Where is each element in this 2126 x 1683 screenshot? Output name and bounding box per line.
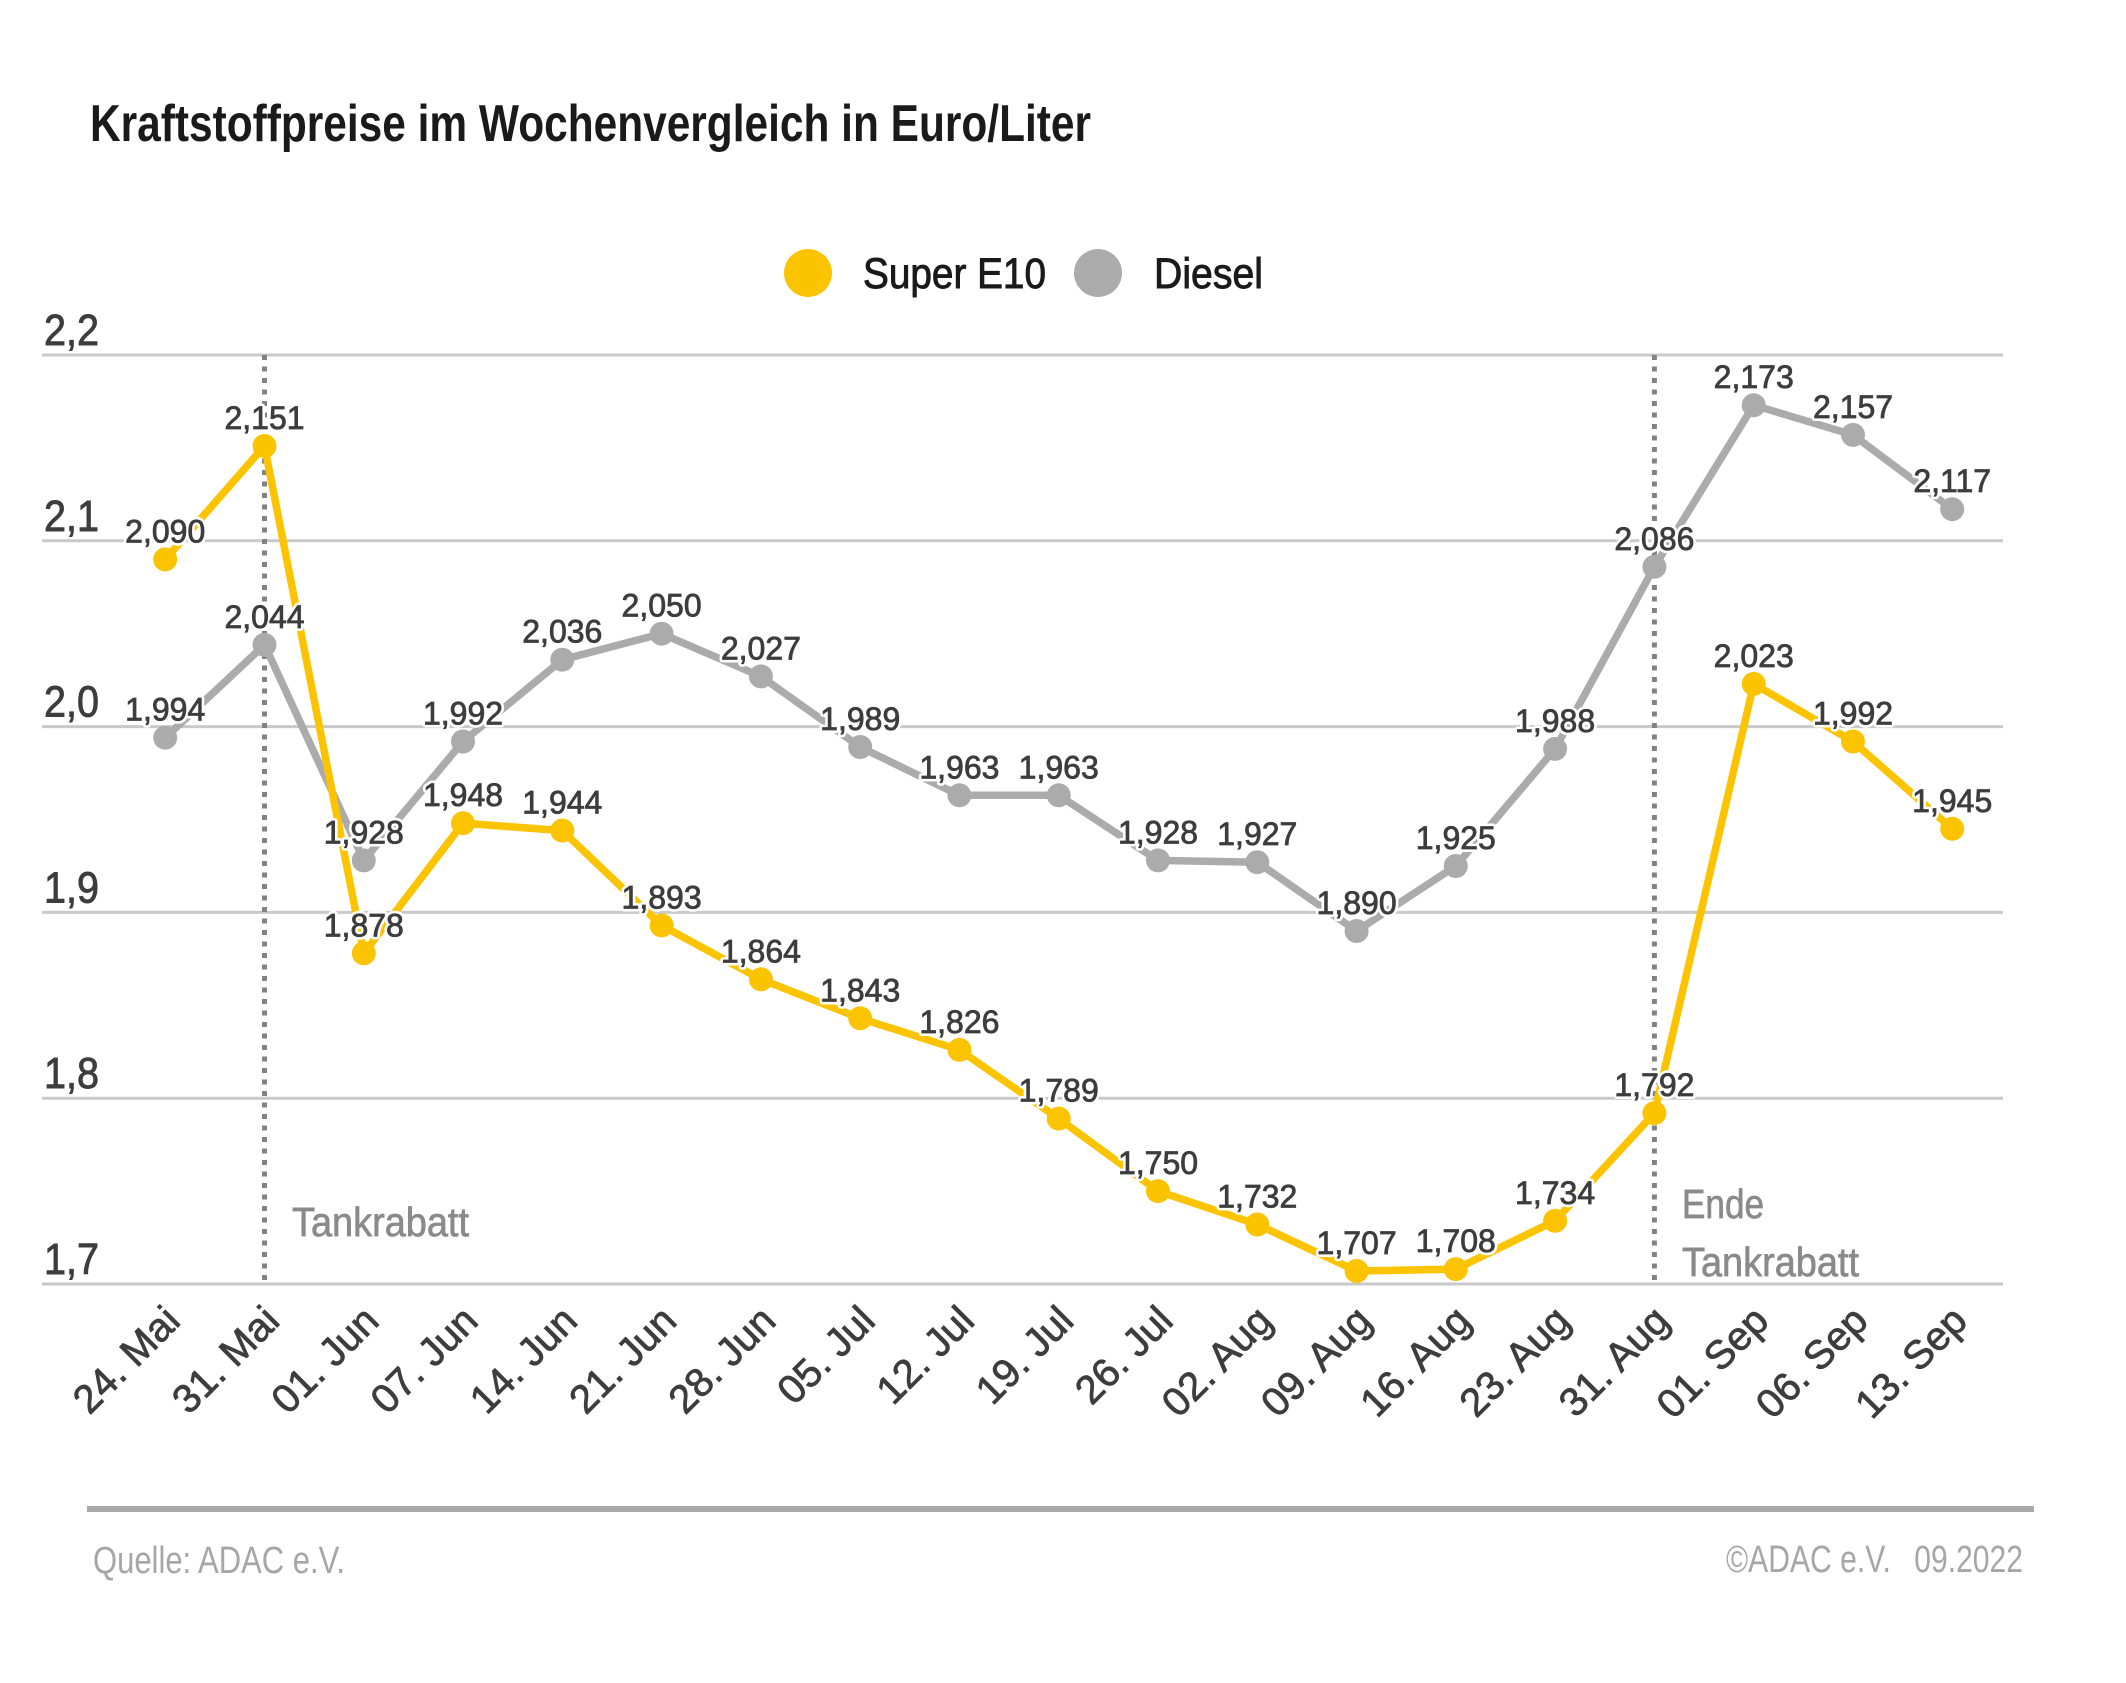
svg-text:2,023: 2,023 (1714, 638, 1794, 674)
svg-text:1,893: 1,893 (622, 879, 702, 915)
svg-text:1,992: 1,992 (1813, 696, 1893, 732)
svg-text:1,963: 1,963 (1019, 749, 1099, 785)
svg-text:1,928: 1,928 (324, 814, 404, 850)
svg-text:2,151: 2,151 (224, 400, 304, 436)
svg-text:Tankrabatt: Tankrabatt (292, 1199, 470, 1245)
svg-text:2,117: 2,117 (1913, 463, 1991, 499)
svg-text:1,989: 1,989 (820, 701, 900, 737)
svg-text:1,864: 1,864 (721, 933, 801, 969)
svg-text:1,928: 1,928 (324, 814, 404, 850)
svg-text:1,708: 1,708 (1416, 1223, 1496, 1259)
svg-text:2,151: 2,151 (224, 400, 304, 436)
svg-text:1,948: 1,948 (423, 777, 503, 813)
svg-text:Super E10: Super E10 (863, 250, 1046, 298)
svg-text:1,988: 1,988 (1515, 703, 1595, 739)
svg-text:2,086: 2,086 (1614, 521, 1694, 557)
svg-text:1,789: 1,789 (1019, 1073, 1099, 1109)
svg-text:Kraftstoffpreise im Wochenverg: Kraftstoffpreise im Wochenvergleich in E… (90, 95, 1091, 153)
svg-text:1,992: 1,992 (1813, 696, 1893, 732)
svg-text:1,927: 1,927 (1217, 816, 1297, 852)
svg-text:1,878: 1,878 (324, 907, 404, 943)
svg-text:1,750: 1,750 (1118, 1145, 1198, 1181)
svg-text:2,044: 2,044 (224, 599, 304, 635)
svg-text:2,050: 2,050 (622, 588, 702, 624)
svg-text:©ADAC e.V. 09.2022: ©ADAC e.V. 09.2022 (1726, 1539, 2023, 1581)
svg-text:1,8: 1,8 (44, 1049, 99, 1098)
svg-text:2,023: 2,023 (1714, 638, 1794, 674)
svg-text:Ende: Ende (1682, 1181, 1764, 1227)
svg-text:Diesel: Diesel (1154, 250, 1263, 298)
svg-text:2,157: 2,157 (1813, 389, 1893, 425)
svg-text:1,734: 1,734 (1515, 1175, 1595, 1211)
svg-text:1,734: 1,734 (1515, 1175, 1595, 1211)
svg-text:1,864: 1,864 (721, 933, 801, 969)
svg-text:1,9: 1,9 (44, 863, 99, 912)
svg-text:2,086: 2,086 (1614, 521, 1694, 557)
svg-text:2,173: 2,173 (1714, 359, 1794, 395)
svg-text:2,027: 2,027 (721, 630, 801, 666)
svg-text:1,989: 1,989 (820, 701, 900, 737)
svg-text:Quelle: ADAC e.V.: Quelle: ADAC e.V. (93, 1540, 345, 1582)
svg-text:1,789: 1,789 (1019, 1073, 1099, 1109)
svg-text:1,708: 1,708 (1416, 1223, 1496, 1259)
svg-text:1,893: 1,893 (622, 879, 702, 915)
svg-text:2,0: 2,0 (44, 678, 99, 727)
svg-text:2,2: 2,2 (44, 306, 99, 355)
svg-text:1,963: 1,963 (919, 749, 999, 785)
svg-text:1,927: 1,927 (1217, 816, 1297, 852)
svg-text:1,928: 1,928 (1118, 814, 1198, 850)
svg-text:1,948: 1,948 (423, 777, 503, 813)
svg-text:2,044: 2,044 (224, 599, 304, 635)
svg-text:1,992: 1,992 (423, 696, 503, 732)
svg-text:1,945: 1,945 (1912, 783, 1992, 819)
svg-text:1,792: 1,792 (1614, 1067, 1694, 1103)
svg-text:1,792: 1,792 (1614, 1067, 1694, 1103)
svg-text:1,890: 1,890 (1317, 885, 1397, 921)
svg-text:1,928: 1,928 (1118, 814, 1198, 850)
svg-text:1,925: 1,925 (1416, 820, 1496, 856)
svg-text:2,036: 2,036 (522, 614, 602, 650)
svg-text:2,117: 2,117 (1913, 463, 1991, 499)
svg-text:1,707: 1,707 (1317, 1225, 1397, 1261)
svg-text:1,7: 1,7 (44, 1235, 99, 1284)
svg-text:1,944: 1,944 (522, 785, 602, 821)
svg-text:1,988: 1,988 (1515, 703, 1595, 739)
svg-text:2,036: 2,036 (522, 614, 602, 650)
svg-text:1,963: 1,963 (919, 749, 999, 785)
svg-text:1,843: 1,843 (820, 972, 900, 1008)
svg-text:1,925: 1,925 (1416, 820, 1496, 856)
svg-text:2,090: 2,090 (125, 513, 205, 549)
svg-text:2,090: 2,090 (125, 513, 205, 549)
svg-text:1,944: 1,944 (522, 785, 602, 821)
svg-text:1,994: 1,994 (125, 692, 205, 728)
svg-text:1,994: 1,994 (125, 692, 205, 728)
svg-text:1,732: 1,732 (1217, 1179, 1297, 1215)
svg-text:1,890: 1,890 (1317, 885, 1397, 921)
svg-text:1,707: 1,707 (1317, 1225, 1397, 1261)
svg-text:1,732: 1,732 (1217, 1179, 1297, 1215)
svg-text:2,050: 2,050 (622, 588, 702, 624)
svg-text:1,750: 1,750 (1118, 1145, 1198, 1181)
svg-text:1,963: 1,963 (1019, 749, 1099, 785)
svg-text:1,843: 1,843 (820, 972, 900, 1008)
svg-text:1,945: 1,945 (1912, 783, 1992, 819)
svg-text:1,826: 1,826 (919, 1004, 999, 1040)
svg-text:1,826: 1,826 (919, 1004, 999, 1040)
svg-text:1,992: 1,992 (423, 696, 503, 732)
svg-text:2,1: 2,1 (44, 492, 99, 541)
svg-text:1,878: 1,878 (324, 907, 404, 943)
svg-text:2,157: 2,157 (1813, 389, 1893, 425)
svg-text:Tankrabatt: Tankrabatt (1682, 1239, 1860, 1285)
svg-text:2,027: 2,027 (721, 630, 801, 666)
svg-text:2,173: 2,173 (1714, 359, 1794, 395)
